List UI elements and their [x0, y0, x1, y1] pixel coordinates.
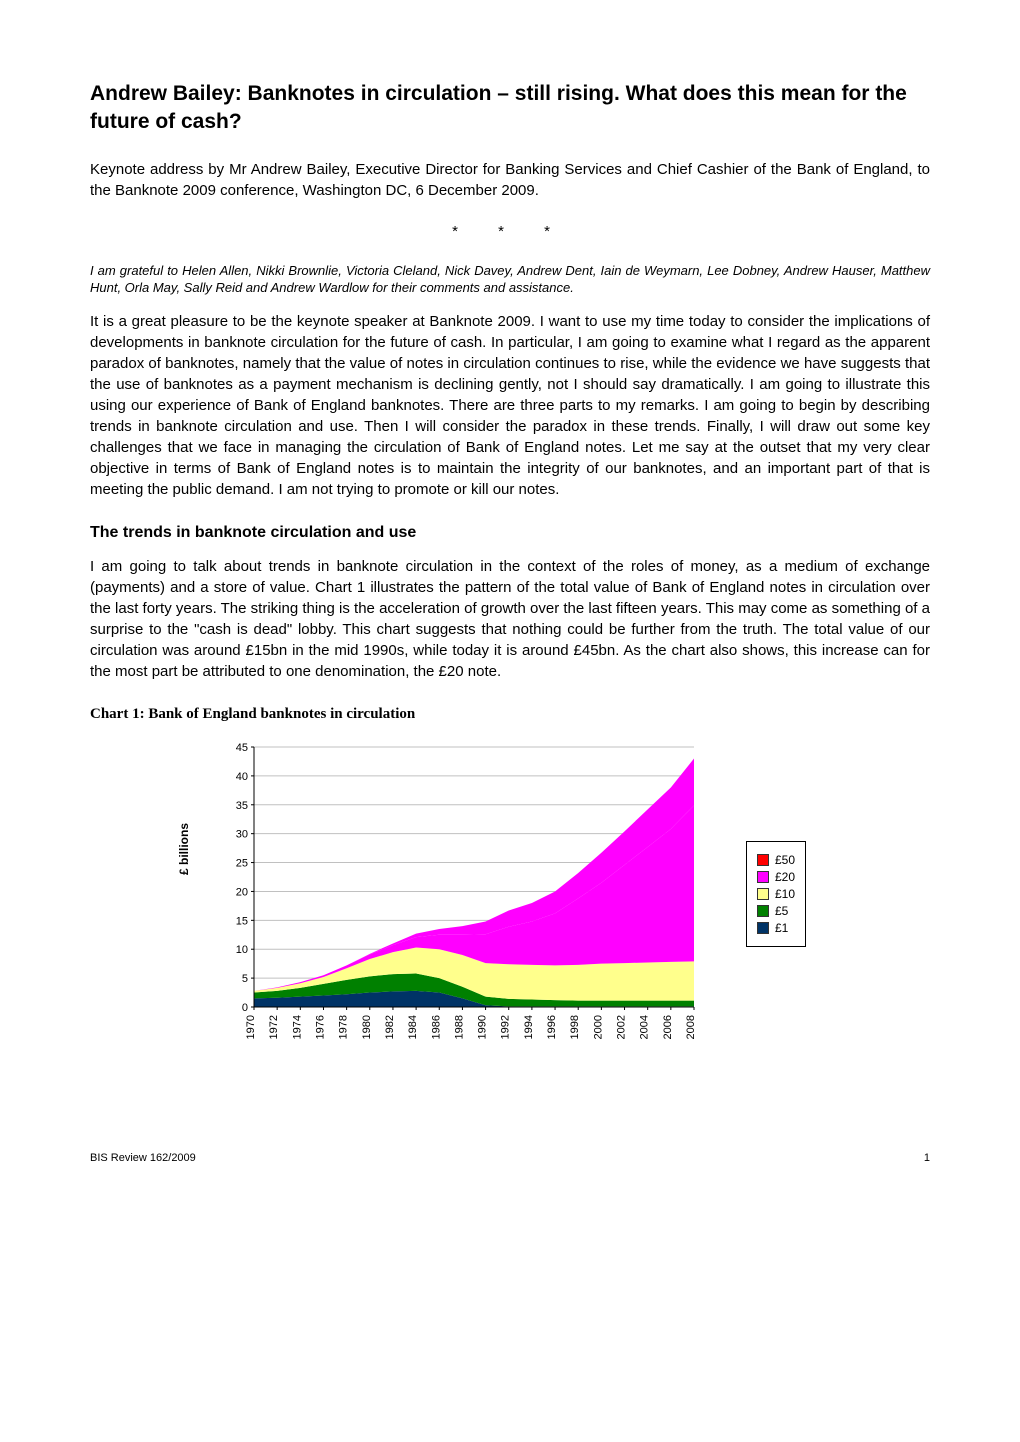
legend-row: £10 [757, 887, 795, 901]
svg-text:1988: 1988 [453, 1015, 465, 1039]
legend-swatch [757, 888, 769, 900]
legend-swatch [757, 905, 769, 917]
page-title: Andrew Bailey: Banknotes in circulation … [90, 80, 930, 137]
footer-right: 1 [924, 1152, 930, 1164]
section-heading: The trends in banknote circulation and u… [90, 524, 930, 542]
legend-label: £20 [775, 870, 795, 884]
svg-text:1976: 1976 [314, 1015, 326, 1039]
stacked-area-chart: 0 5 10 15 20 25 30 35 40 45 1970 1972 1974 1976 1978 19… [214, 737, 734, 1047]
separator-asterisks: * * * [90, 223, 930, 240]
svg-text:30: 30 [236, 828, 248, 840]
svg-text:10: 10 [236, 944, 248, 956]
legend-row: £20 [757, 870, 795, 884]
svg-text:1970: 1970 [245, 1015, 257, 1039]
svg-text:20: 20 [236, 886, 248, 898]
svg-text:0: 0 [242, 1002, 248, 1014]
svg-text:1996: 1996 [546, 1015, 558, 1039]
svg-text:1994: 1994 [523, 1015, 535, 1039]
svg-text:2008: 2008 [685, 1015, 697, 1039]
chart-wrapper: £ billions 0 5 10 15 20 25 30 35 40 45 1970 1972 197… [90, 737, 930, 1052]
body-paragraph-2: I am going to talk about trends in bankn… [90, 556, 930, 682]
body-paragraph-1: It is a great pleasure to be the keynote… [90, 311, 930, 500]
svg-text:2002: 2002 [616, 1015, 628, 1039]
svg-text:1998: 1998 [569, 1015, 581, 1039]
chart-box: £ billions 05101520253035404519701972197… [214, 737, 806, 1052]
svg-text:1982: 1982 [384, 1015, 396, 1039]
legend-swatch [757, 922, 769, 934]
legend-label: £10 [775, 887, 795, 901]
chart-legend: £50 £20 £10 £5 £1 [746, 841, 806, 947]
svg-text:45: 45 [236, 742, 248, 754]
svg-text:1972: 1972 [268, 1015, 280, 1039]
svg-text:2004: 2004 [639, 1015, 651, 1039]
svg-text:1992: 1992 [500, 1015, 512, 1039]
y-axis-label: £ billions [177, 823, 191, 875]
chart-title: Chart 1: Bank of England banknotes in ci… [90, 706, 930, 723]
svg-text:25: 25 [236, 857, 248, 869]
svg-text:35: 35 [236, 800, 248, 812]
legend-label: £5 [775, 904, 788, 918]
svg-text:1990: 1990 [477, 1015, 489, 1039]
svg-text:1974: 1974 [291, 1015, 303, 1039]
intro-paragraph: Keynote address by Mr Andrew Bailey, Exe… [90, 159, 930, 201]
legend-row: £5 [757, 904, 795, 918]
footer: BIS Review 162/2009 1 [90, 1152, 930, 1164]
legend-label: £1 [775, 921, 788, 935]
footer-left: BIS Review 162/2009 [90, 1152, 196, 1164]
legend-label: £50 [775, 853, 795, 867]
svg-text:5: 5 [242, 973, 248, 985]
svg-text:1980: 1980 [361, 1015, 373, 1039]
legend-swatch [757, 871, 769, 883]
svg-text:2000: 2000 [592, 1015, 604, 1039]
svg-text:1984: 1984 [407, 1015, 419, 1039]
svg-text:1986: 1986 [430, 1015, 442, 1039]
legend-swatch [757, 854, 769, 866]
svg-text:2006: 2006 [662, 1015, 674, 1039]
legend-row: £1 [757, 921, 795, 935]
chart-svg-container: £ billions 05101520253035404519701972197… [214, 737, 734, 1052]
legend-row: £50 [757, 853, 795, 867]
svg-text:40: 40 [236, 771, 248, 783]
svg-text:1978: 1978 [338, 1015, 350, 1039]
acknowledgment-paragraph: I am grateful to Helen Allen, Nikki Brow… [90, 262, 930, 297]
svg-text:15: 15 [236, 915, 248, 927]
